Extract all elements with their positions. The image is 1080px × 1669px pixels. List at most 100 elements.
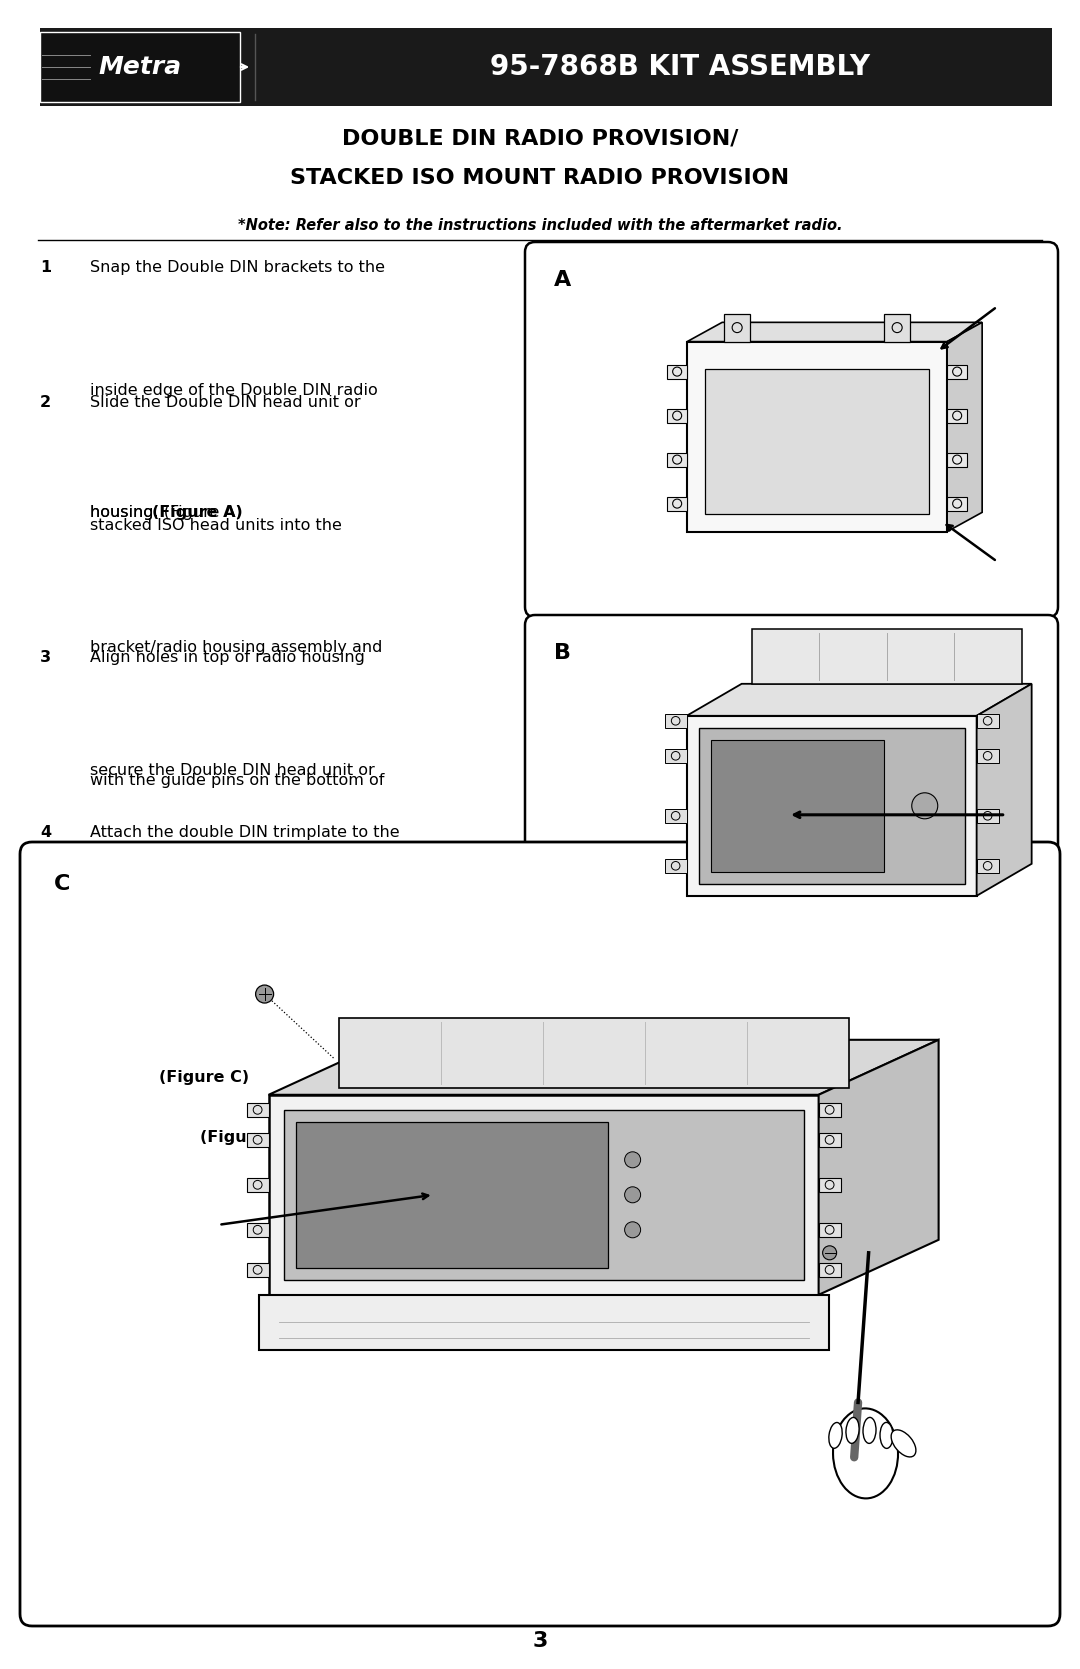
Text: Continue to final assembly.: Continue to final assembly.	[90, 1227, 367, 1245]
Text: 95-7868B KIT ASSEMBLY: 95-7868B KIT ASSEMBLY	[490, 53, 870, 82]
Text: STACKED ISO MOUNT RADIO PROVISION: STACKED ISO MOUNT RADIO PROVISION	[291, 169, 789, 189]
Text: stacked ISO head units to the: stacked ISO head units to the	[90, 885, 327, 900]
Text: Snap the Double DIN brackets to the: Snap the Double DIN brackets to the	[90, 260, 384, 275]
Polygon shape	[819, 1223, 840, 1237]
FancyBboxPatch shape	[21, 841, 1059, 1626]
Polygon shape	[246, 1103, 269, 1117]
Ellipse shape	[828, 1422, 842, 1449]
Polygon shape	[947, 364, 968, 379]
Text: assembly. (Figure C): assembly. (Figure C)	[90, 1070, 253, 1085]
Text: C: C	[54, 875, 70, 895]
Polygon shape	[976, 714, 999, 728]
Text: 2: 2	[40, 396, 51, 411]
FancyBboxPatch shape	[525, 614, 1058, 1000]
Bar	[40, 32, 240, 102]
Circle shape	[624, 1152, 640, 1168]
Polygon shape	[819, 1103, 840, 1117]
Polygon shape	[819, 1040, 939, 1295]
Polygon shape	[664, 809, 687, 823]
Polygon shape	[699, 728, 964, 885]
Polygon shape	[947, 452, 968, 467]
Text: secure the pocket assembly to the: secure the pocket assembly to the	[90, 1018, 367, 1033]
Ellipse shape	[891, 1430, 916, 1457]
Text: stacked ISO head units into the: stacked ISO head units into the	[90, 517, 342, 532]
Polygon shape	[947, 322, 982, 532]
Polygon shape	[819, 1133, 840, 1147]
Text: 3: 3	[532, 1631, 548, 1651]
Text: housing. (Figure A): housing. (Figure A)	[90, 506, 242, 521]
Polygon shape	[947, 497, 968, 511]
Text: double DIN radio housing/bracket: double DIN radio housing/bracket	[90, 948, 360, 963]
Text: (Figure A): (Figure A)	[152, 506, 243, 521]
Text: Metra: Metra	[98, 55, 181, 78]
Circle shape	[256, 985, 273, 1003]
Ellipse shape	[880, 1422, 893, 1449]
Text: legs with the (2) screws provided.: legs with the (2) screws provided.	[90, 1140, 362, 1155]
Polygon shape	[885, 314, 910, 342]
Polygon shape	[339, 1018, 849, 1088]
Polygon shape	[667, 364, 687, 379]
Polygon shape	[246, 1263, 269, 1277]
Text: inside edge of the Double DIN radio: inside edge of the Double DIN radio	[90, 382, 378, 397]
Polygon shape	[667, 452, 687, 467]
Polygon shape	[976, 809, 999, 823]
Circle shape	[624, 1187, 640, 1203]
Circle shape	[624, 1222, 640, 1238]
Text: Attach the double DIN trimplate to the: Attach the double DIN trimplate to the	[90, 824, 400, 840]
Text: assembly using the screws supplied: assembly using the screws supplied	[90, 1008, 379, 1023]
Polygon shape	[687, 684, 1031, 716]
Polygon shape	[819, 1178, 840, 1192]
Text: bracket/radio housing assembly and: bracket/radio housing assembly and	[90, 639, 382, 654]
Text: B: B	[554, 643, 571, 663]
Circle shape	[823, 1245, 837, 1260]
Text: 4: 4	[40, 824, 51, 840]
Text: A: A	[554, 270, 571, 290]
Text: 3: 3	[40, 649, 51, 664]
Polygon shape	[705, 369, 929, 514]
Text: with the guide pins on the bottom of: with the guide pins on the bottom of	[90, 773, 384, 788]
Text: assembly.: assembly.	[90, 1070, 174, 1085]
Polygon shape	[819, 1263, 840, 1277]
Polygon shape	[296, 1122, 608, 1268]
Polygon shape	[664, 749, 687, 763]
Polygon shape	[284, 1110, 804, 1280]
Polygon shape	[687, 716, 976, 896]
Polygon shape	[664, 860, 687, 873]
Circle shape	[912, 793, 937, 819]
Polygon shape	[664, 714, 687, 728]
Ellipse shape	[863, 1417, 876, 1444]
Polygon shape	[246, 1133, 269, 1147]
Ellipse shape	[833, 1409, 899, 1499]
Polygon shape	[246, 1223, 269, 1237]
Text: legs with the (2) screws provided.(Figure C): legs with the (2) screws provided.(Figur…	[90, 1140, 441, 1155]
Bar	[28, 28, 1052, 107]
Text: DOUBLE DIN RADIO PROVISION/: DOUBLE DIN RADIO PROVISION/	[341, 129, 739, 149]
Text: with the radio. (Figure B): with the radio. (Figure B)	[90, 1130, 289, 1145]
Text: housing.: housing.	[90, 506, 164, 521]
Text: *Note: Refer also to the instructions included with the aftermarket radio.: *Note: Refer also to the instructions in…	[238, 219, 842, 234]
Polygon shape	[725, 314, 751, 342]
Polygon shape	[976, 749, 999, 763]
Polygon shape	[687, 322, 982, 342]
Text: (Figure C): (Figure C)	[325, 1140, 415, 1155]
Polygon shape	[752, 629, 1022, 684]
Text: secure the Double DIN head unit or: secure the Double DIN head unit or	[90, 763, 375, 778]
Polygon shape	[976, 684, 1031, 896]
Polygon shape	[667, 497, 687, 511]
Polygon shape	[667, 409, 687, 422]
Polygon shape	[269, 1040, 939, 1095]
Polygon shape	[246, 1178, 269, 1192]
Text: (Figure B): (Figure B)	[201, 1130, 291, 1145]
Polygon shape	[947, 409, 968, 422]
Text: the storage pocket assembly and: the storage pocket assembly and	[90, 895, 357, 910]
Text: Align holes in top of radio housing: Align holes in top of radio housing	[90, 649, 365, 664]
Polygon shape	[976, 860, 999, 873]
Text: Slide the Double DIN head unit or: Slide the Double DIN head unit or	[90, 396, 361, 411]
Polygon shape	[269, 1095, 819, 1295]
Ellipse shape	[846, 1417, 859, 1444]
Text: 1: 1	[40, 260, 51, 275]
Bar	[28, 28, 40, 107]
Polygon shape	[687, 342, 947, 532]
Text: (Figure C): (Figure C)	[159, 1070, 249, 1085]
FancyBboxPatch shape	[525, 242, 1058, 618]
